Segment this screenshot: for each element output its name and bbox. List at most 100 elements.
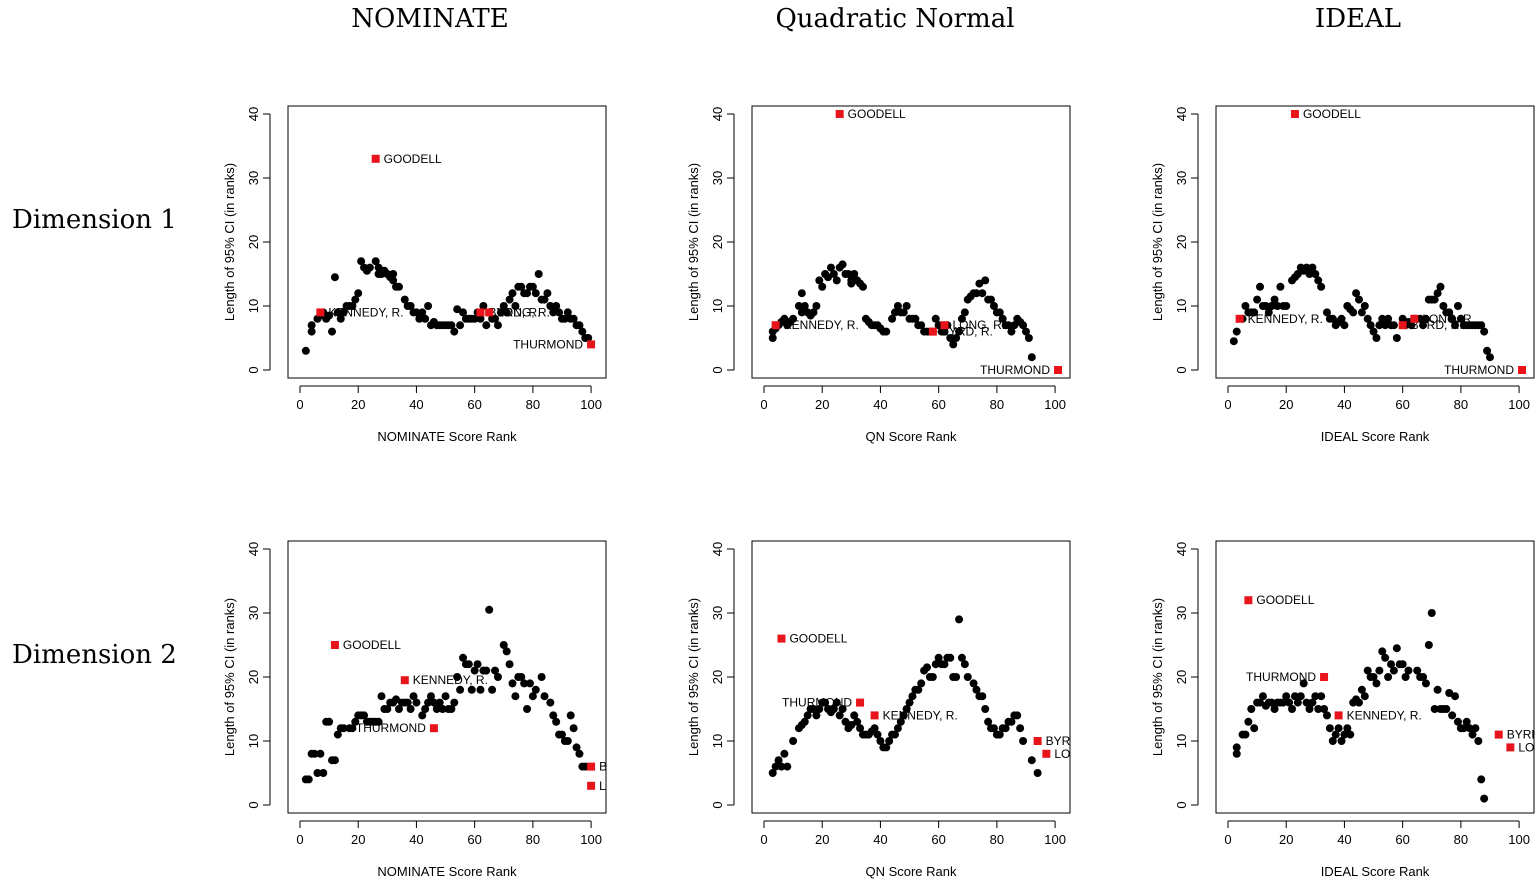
x-tick-label: 60 [931, 832, 945, 847]
scatter-panel-3: 0 20 40 60 80 100010203040IDEAL Score RankLen… [1150, 106, 1534, 444]
x-tick-label: 20 [1279, 397, 1293, 412]
data-point [564, 737, 572, 745]
x-tick-label: 20 [351, 397, 365, 412]
data-point [308, 321, 316, 329]
data-point [1034, 769, 1042, 777]
data-point [1247, 705, 1255, 713]
x-tick-label: 100 [580, 832, 602, 847]
x-tick-label: 0 [1224, 397, 1231, 412]
highlight-marker [430, 724, 438, 732]
highlight-marker [1410, 315, 1418, 323]
plot-frame [752, 106, 1070, 378]
scatter-panel-5: 0 20 40 60 80 100010203040QN Score RankLength… [686, 541, 1088, 879]
data-point [541, 692, 549, 700]
data-point [798, 289, 806, 297]
data-point [1381, 654, 1389, 662]
data-point [1480, 795, 1488, 803]
highlight-label: GOODELL [343, 638, 401, 652]
y-tick-label: 0 [1174, 366, 1189, 373]
y-tick-label: 40 [710, 542, 725, 556]
data-point [1486, 353, 1494, 361]
data-point [546, 699, 554, 707]
data-point [839, 260, 847, 268]
data-point [456, 321, 464, 329]
data-point [575, 750, 583, 758]
x-tick-label: 20 [815, 397, 829, 412]
data-point [535, 270, 543, 278]
highlight-label: LONG [1054, 747, 1088, 761]
highlight-label: THURMOND [513, 337, 583, 351]
data-point [978, 289, 986, 297]
x-tick-label: 0 [1224, 832, 1231, 847]
y-tick-label: 10 [246, 734, 261, 748]
highlight-label: THURMOND [356, 721, 426, 735]
highlight-marker [1399, 321, 1407, 329]
data-point [952, 673, 960, 681]
highlight-marker [316, 308, 324, 316]
data-point [978, 692, 986, 700]
data-point [1256, 283, 1264, 291]
data-point [1404, 667, 1412, 675]
data-point [523, 705, 531, 713]
data-point [305, 775, 313, 783]
data-point [961, 660, 969, 668]
x-tick-label: 60 [467, 397, 481, 412]
data-point [1393, 334, 1401, 342]
data-point [421, 315, 429, 323]
highlight-marker [485, 308, 493, 316]
y-axis-label: Length of 95% CI (in ranks) [1150, 163, 1165, 321]
y-tick-label: 40 [1174, 107, 1189, 121]
data-point [1241, 731, 1249, 739]
y-tick-label: 40 [1174, 542, 1189, 556]
data-point [508, 679, 516, 687]
highlight-marker [929, 328, 937, 336]
y-axis-label: Length of 95% CI (in ranks) [686, 598, 701, 756]
data-point [1028, 756, 1036, 764]
data-point [1399, 660, 1407, 668]
x-tick-label: 0 [296, 397, 303, 412]
data-point [567, 711, 575, 719]
y-tick-label: 20 [1174, 235, 1189, 249]
data-point [833, 276, 841, 284]
scatter-panel-2: 0 20 40 60 80 100010203040QN Score RankLength… [686, 106, 1070, 444]
data-point [1019, 737, 1027, 745]
data-point [1250, 724, 1258, 732]
highlight-marker [1518, 366, 1526, 374]
data-point [1454, 302, 1462, 310]
data-point [1233, 743, 1241, 751]
highlight-label: KENNEDY, R. [1248, 312, 1323, 326]
highlight-marker [1335, 711, 1343, 719]
data-point [1346, 731, 1354, 739]
highlight-marker [1506, 743, 1514, 751]
data-point [1230, 337, 1238, 345]
highlight-marker [587, 763, 595, 771]
data-point [1436, 283, 1444, 291]
data-point [1276, 283, 1284, 291]
data-point [395, 283, 403, 291]
x-tick-label: 0 [760, 832, 767, 847]
data-point [532, 686, 540, 694]
data-point [1434, 686, 1442, 694]
y-tick-label: 30 [1174, 606, 1189, 620]
highlight-label: KENNEDY, R. [883, 708, 958, 722]
highlight-marker [587, 340, 595, 348]
x-axis-label: NOMINATE Score Rank [377, 864, 517, 879]
y-axis-label: Length of 95% CI (in ranks) [686, 163, 701, 321]
y-tick-label: 10 [710, 734, 725, 748]
scatter-panel-1: 0 20 40 60 80 100 0 10 20 30 40 NOMINATE Score Rank… [222, 106, 606, 444]
data-point [331, 756, 339, 764]
y-tick-label: 20 [246, 235, 261, 249]
y-tick-label: 10 [246, 299, 261, 313]
y-tick-label: 0 [246, 801, 261, 808]
data-point [526, 679, 534, 687]
y-tick-label: 20 [710, 670, 725, 684]
data-point [955, 615, 963, 623]
data-point [929, 673, 937, 681]
highlight-marker [777, 635, 785, 643]
data-point [511, 692, 519, 700]
y-tick-label: 0 [710, 366, 725, 373]
highlight-marker [331, 641, 339, 649]
x-tick-label: 40 [1337, 832, 1351, 847]
x-tick-label: 0 [760, 397, 767, 412]
y-axis-label: Length of 95% CI (in ranks) [222, 163, 237, 321]
